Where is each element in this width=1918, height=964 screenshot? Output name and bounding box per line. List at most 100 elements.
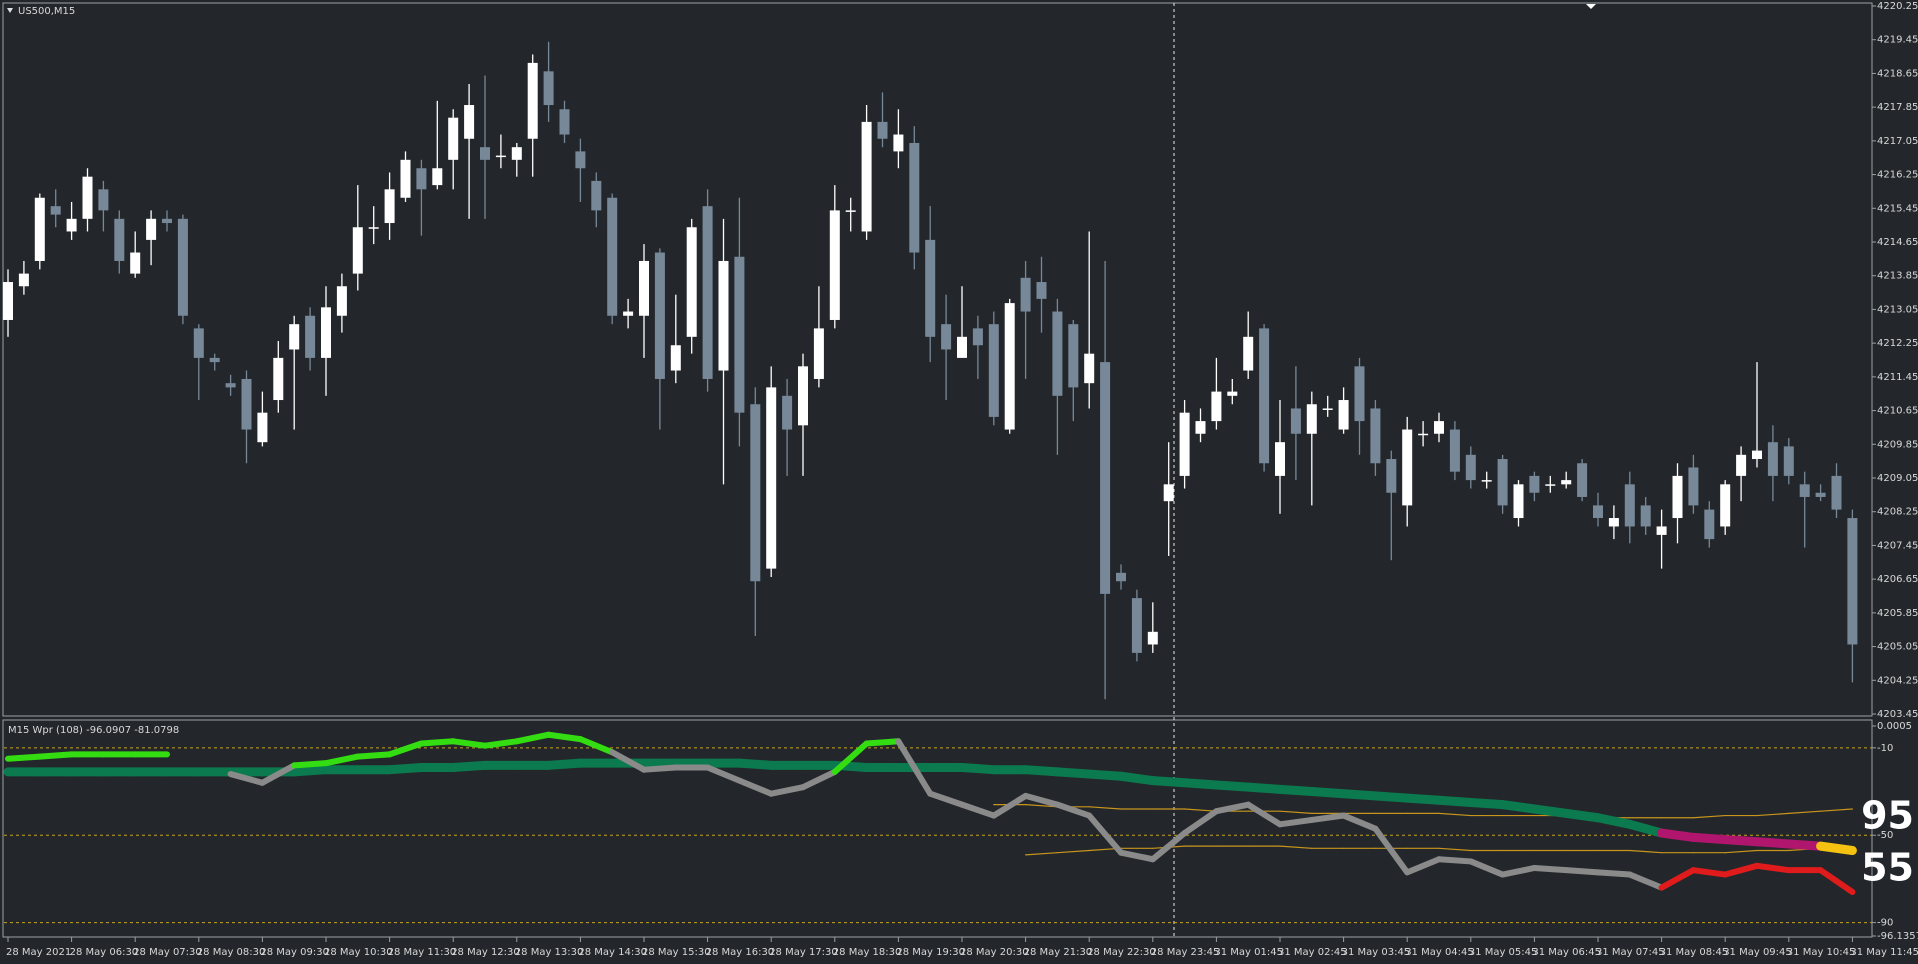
indicator-segment bbox=[448, 760, 490, 773]
candle-body bbox=[98, 189, 109, 211]
candle-body bbox=[1688, 467, 1699, 506]
main-window-frame bbox=[2, 2, 1873, 717]
y-tick-label: 4205.05 bbox=[1877, 642, 1918, 653]
x-tick-label: 28 May 16:30 bbox=[706, 947, 775, 958]
candle-body bbox=[972, 328, 983, 346]
indicator-segment bbox=[1625, 819, 1667, 838]
candle-body bbox=[1545, 484, 1556, 486]
candle-body bbox=[1370, 408, 1381, 464]
candle-body bbox=[416, 168, 427, 190]
candle-body bbox=[1116, 572, 1126, 582]
candle-body bbox=[384, 189, 395, 224]
candle-body bbox=[861, 121, 872, 232]
candle-body bbox=[1831, 475, 1842, 510]
indicator-segment bbox=[1658, 867, 1697, 891]
indicator-segment bbox=[1339, 789, 1380, 801]
candle-body bbox=[1577, 463, 1588, 497]
x-tick-label: 28 May 08:30 bbox=[197, 947, 266, 958]
y-tick-label: 0.0005 bbox=[1877, 721, 1912, 732]
candle-body bbox=[957, 336, 967, 358]
indicator-segment bbox=[1245, 801, 1283, 828]
annotation: 95 bbox=[1861, 794, 1914, 838]
indicator-segment bbox=[1688, 832, 1730, 845]
indicator-segment bbox=[959, 801, 997, 819]
candle-body bbox=[1163, 484, 1174, 502]
candle-body bbox=[209, 357, 220, 363]
indicator-segment bbox=[1756, 812, 1790, 817]
candle-body bbox=[50, 206, 61, 215]
indicator-segment bbox=[704, 764, 743, 784]
indicator-segment bbox=[957, 763, 999, 775]
candle-body bbox=[575, 151, 586, 169]
indicator-segment bbox=[1402, 793, 1444, 805]
candle-body bbox=[336, 286, 347, 316]
candle-body bbox=[798, 366, 808, 426]
candle-body bbox=[130, 252, 141, 274]
indicator-segment bbox=[1025, 804, 1058, 808]
candle-body bbox=[1704, 509, 1715, 540]
y-tick-label: -10 bbox=[1877, 743, 1893, 754]
candle-body bbox=[432, 168, 443, 186]
y-tick-label: 4213.85 bbox=[1877, 271, 1918, 282]
candle-body bbox=[114, 218, 125, 261]
indicator-segment bbox=[1054, 801, 1093, 819]
indicator-segment bbox=[1784, 839, 1826, 851]
indicator-segment bbox=[1404, 856, 1442, 876]
indicator-segment bbox=[734, 758, 776, 770]
y-tick-label: 4218.65 bbox=[1877, 68, 1918, 79]
indicator-segment bbox=[1595, 869, 1633, 878]
x-tick-label: 28 May 06:30 bbox=[70, 947, 139, 958]
candle-body bbox=[1481, 480, 1492, 482]
indicator-segment bbox=[1690, 867, 1729, 878]
candle-body bbox=[1338, 400, 1349, 430]
candle-body bbox=[1052, 311, 1063, 396]
indicator-segment bbox=[1593, 813, 1635, 829]
candle-body bbox=[305, 315, 316, 358]
candle-body bbox=[718, 260, 729, 371]
candle-body bbox=[543, 71, 554, 106]
y-tick-label: 4216.25 bbox=[1877, 170, 1918, 181]
indicator-segment bbox=[1788, 810, 1822, 814]
x-tick-label: 28 May 15:30 bbox=[642, 947, 711, 958]
indicator-segment bbox=[1692, 814, 1726, 819]
y-tick-label: -50 bbox=[1877, 830, 1893, 841]
indicator-segment bbox=[323, 753, 361, 767]
candle-body bbox=[177, 218, 188, 316]
y-tick-label: 4209.05 bbox=[1877, 473, 1918, 484]
x-tick-label: 31 May 09:45 bbox=[1723, 947, 1792, 958]
indicator-segment bbox=[641, 764, 679, 773]
candle-body bbox=[289, 324, 300, 350]
candle-body bbox=[1608, 518, 1619, 527]
candle-body bbox=[321, 307, 331, 358]
indicator-segment bbox=[1438, 847, 1472, 852]
indicator-segment bbox=[1021, 765, 1062, 777]
y-tick-label: 4217.85 bbox=[1877, 102, 1918, 113]
candle-body bbox=[1211, 391, 1222, 422]
candle-body bbox=[1783, 446, 1794, 476]
menu-triangle[interactable] bbox=[7, 8, 13, 13]
candle-body bbox=[162, 218, 172, 224]
indicator-segment bbox=[1275, 784, 1317, 797]
y-tick-label: 4214.65 bbox=[1877, 237, 1918, 248]
indicator-segment bbox=[1561, 808, 1603, 823]
candle-body bbox=[639, 260, 649, 316]
candle-body bbox=[1847, 518, 1858, 645]
indicator-segment bbox=[259, 762, 298, 786]
indicator-segment bbox=[1434, 795, 1476, 807]
x-tick-label: 28 May 11:30 bbox=[388, 947, 457, 958]
y-tick-label: 4217.05 bbox=[1877, 136, 1918, 147]
candle-body bbox=[1736, 454, 1747, 476]
indicator-segment bbox=[291, 760, 329, 769]
indicator-segment bbox=[1213, 801, 1252, 815]
indicator-window-frame bbox=[2, 719, 1873, 938]
y-tick-label: 4203.45 bbox=[1877, 709, 1918, 720]
candle-body bbox=[1656, 526, 1667, 535]
candle-body bbox=[495, 155, 506, 158]
candle-body bbox=[1306, 404, 1317, 434]
indicator-segment bbox=[1438, 812, 1472, 817]
candle-body bbox=[1624, 484, 1635, 527]
candle-body bbox=[225, 383, 236, 388]
candle-body bbox=[734, 256, 745, 413]
indicator-segment bbox=[1340, 812, 1379, 832]
